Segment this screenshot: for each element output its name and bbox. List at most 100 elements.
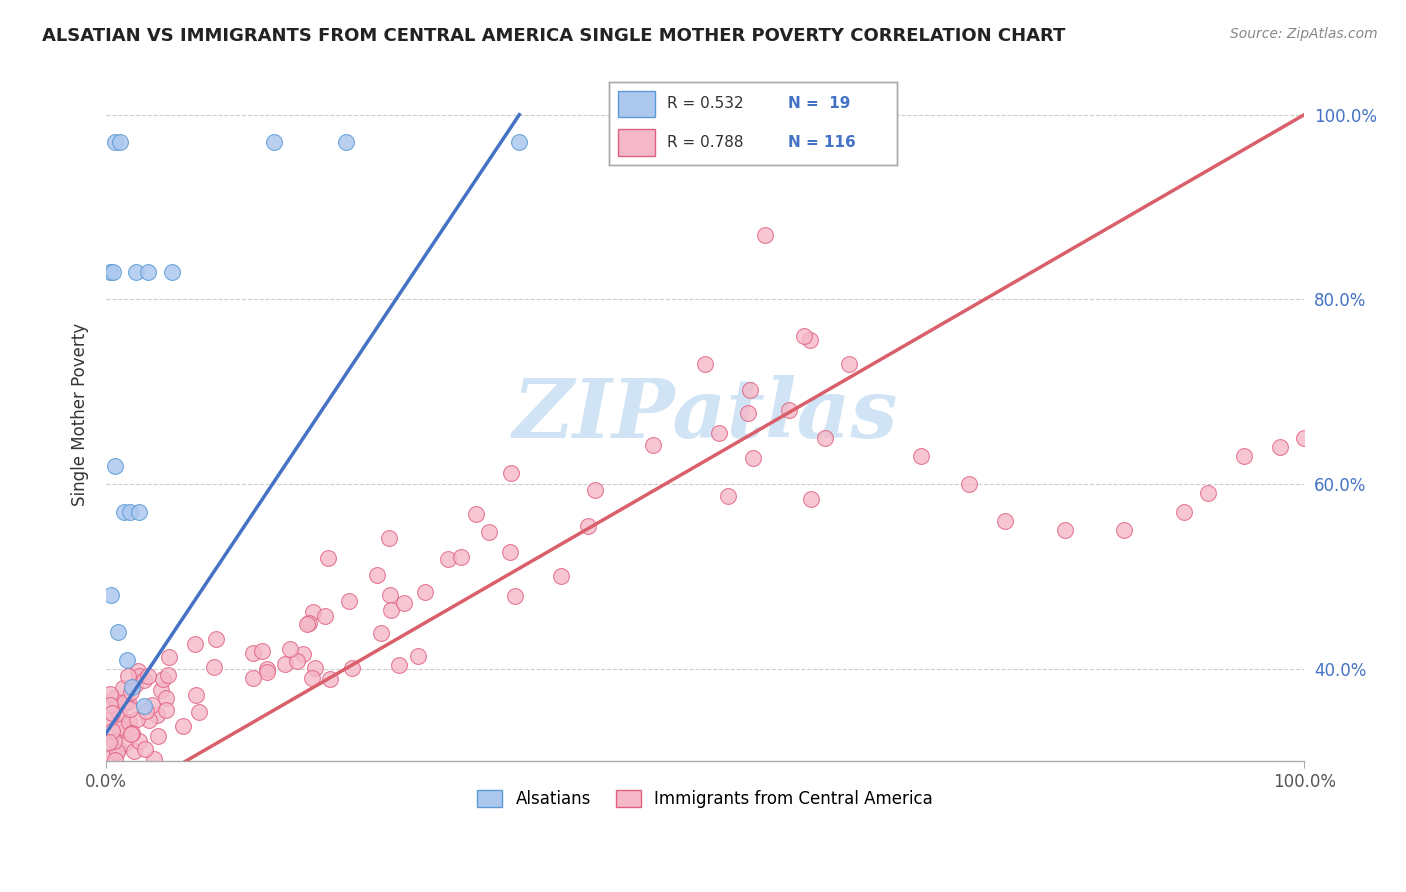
Point — [124, 678, 146, 692]
Point — [100, 588, 122, 602]
Point — [378, 532, 401, 546]
Point — [297, 616, 319, 631]
Point — [814, 431, 837, 445]
Point — [104, 136, 127, 150]
Point — [370, 625, 392, 640]
Point — [838, 357, 860, 371]
Point — [318, 550, 340, 565]
Point — [740, 383, 762, 397]
Point — [98, 687, 121, 701]
Point — [1173, 505, 1195, 519]
Point — [125, 265, 148, 279]
Y-axis label: Single Mother Poverty: Single Mother Poverty — [72, 323, 89, 507]
Point — [100, 706, 122, 721]
Point — [107, 741, 129, 756]
Point — [121, 726, 143, 740]
Point — [121, 680, 143, 694]
Point — [278, 642, 301, 657]
Point — [274, 657, 297, 671]
Point — [505, 589, 527, 603]
Point — [754, 227, 776, 242]
Point — [188, 705, 211, 719]
Point — [380, 603, 402, 617]
Point — [693, 357, 716, 371]
Point — [304, 660, 326, 674]
Point — [576, 518, 599, 533]
Point — [450, 549, 472, 564]
Point — [366, 568, 388, 582]
Point — [1233, 450, 1256, 464]
Point — [108, 706, 131, 720]
Point — [111, 681, 134, 695]
Point — [97, 735, 120, 749]
Point — [478, 524, 501, 539]
Text: ZIPatlas: ZIPatlas — [512, 375, 898, 455]
Point — [138, 713, 160, 727]
Point — [127, 664, 149, 678]
Point — [550, 569, 572, 583]
Point — [415, 584, 437, 599]
Point — [155, 690, 177, 705]
Point — [141, 698, 163, 713]
Point — [717, 489, 740, 503]
Point — [128, 505, 150, 519]
Point — [778, 403, 800, 417]
Point — [314, 609, 336, 624]
Point — [118, 505, 141, 519]
Point — [583, 483, 606, 498]
Point — [302, 605, 325, 619]
Point — [392, 596, 415, 610]
Point — [298, 616, 321, 631]
Point — [337, 594, 360, 608]
Point — [741, 450, 763, 465]
Point — [301, 671, 323, 685]
Point — [285, 654, 308, 668]
Point — [100, 698, 122, 712]
Point — [117, 652, 139, 666]
Point — [335, 136, 357, 150]
Point — [499, 545, 522, 559]
Point — [152, 672, 174, 686]
Point — [110, 136, 132, 150]
Point — [799, 333, 821, 347]
Point — [120, 685, 142, 699]
Point — [994, 514, 1017, 528]
Point — [643, 438, 665, 452]
Point — [408, 648, 430, 663]
Point — [143, 752, 166, 766]
Point — [105, 745, 128, 759]
Point — [103, 733, 125, 747]
Point — [256, 665, 278, 679]
Point — [108, 720, 131, 734]
Point — [118, 714, 141, 729]
Point — [292, 647, 315, 661]
Point — [98, 751, 121, 765]
Point — [136, 265, 159, 279]
Point — [101, 265, 124, 279]
Point — [205, 632, 228, 647]
Point — [250, 643, 273, 657]
Point — [380, 588, 402, 602]
Point — [184, 688, 207, 702]
Point — [1197, 486, 1219, 500]
Point — [112, 713, 135, 727]
Point — [103, 690, 125, 705]
Point — [340, 660, 363, 674]
Point — [120, 727, 142, 741]
Point — [98, 265, 121, 279]
Point — [318, 672, 340, 686]
Point — [464, 508, 486, 522]
Point — [501, 467, 523, 481]
Point — [132, 673, 155, 688]
Point — [146, 708, 169, 723]
Point — [709, 426, 731, 441]
Point — [172, 719, 194, 733]
Point — [957, 477, 980, 491]
Point — [1114, 523, 1136, 537]
Point — [155, 703, 177, 717]
Point — [134, 698, 156, 713]
Point — [800, 491, 823, 506]
Point — [242, 646, 264, 660]
Point — [1294, 431, 1316, 445]
Point — [149, 682, 172, 697]
